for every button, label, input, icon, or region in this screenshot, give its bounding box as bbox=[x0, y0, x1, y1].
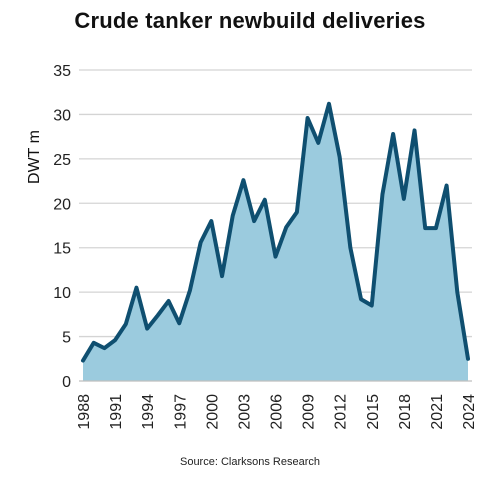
x-tick-label: 2000 bbox=[204, 394, 221, 430]
y-tick-label: 10 bbox=[53, 285, 71, 302]
y-tick-label: 20 bbox=[53, 196, 71, 213]
area-fill bbox=[83, 103, 468, 381]
x-tick-label: 1988 bbox=[76, 394, 93, 430]
y-tick-label: 15 bbox=[53, 241, 71, 258]
x-tick-label: 2018 bbox=[397, 394, 414, 430]
x-tick-label: 2024 bbox=[461, 394, 478, 430]
x-tick-label: 2012 bbox=[333, 394, 350, 430]
source-note: Source: Clarksons Research bbox=[179, 456, 320, 468]
series-line bbox=[81, 101, 470, 363]
x-tick-label: 1991 bbox=[108, 394, 125, 430]
x-tick-label: 1994 bbox=[140, 394, 157, 430]
y-tick-label: 35 bbox=[53, 63, 71, 80]
y-tick-label: 25 bbox=[53, 152, 71, 169]
x-tick-label: 2003 bbox=[236, 394, 253, 430]
x-tick-label: 2009 bbox=[301, 394, 318, 430]
y-tick-label: 0 bbox=[62, 374, 71, 391]
y-tick-label: 30 bbox=[53, 107, 71, 124]
y-tick-label: 5 bbox=[62, 330, 71, 347]
x-tick-label: 2021 bbox=[429, 394, 446, 430]
x-tick-label: 2015 bbox=[365, 394, 382, 430]
x-tick-label: 2006 bbox=[269, 394, 286, 430]
chart-title: Crude tanker newbuild deliveries bbox=[74, 8, 426, 33]
x-tick-label: 1997 bbox=[172, 394, 189, 430]
